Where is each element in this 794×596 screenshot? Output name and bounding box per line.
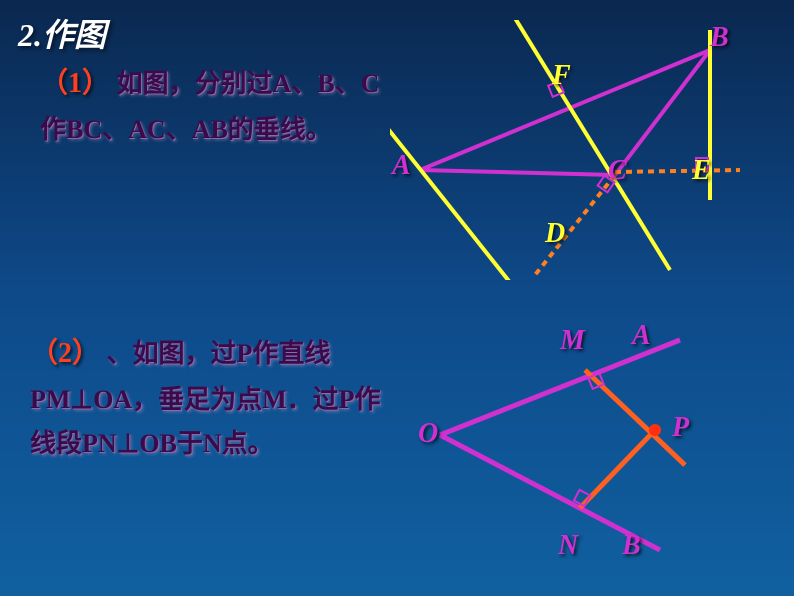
- label-m: M: [560, 325, 585, 357]
- perp-through-a: [390, 125, 520, 280]
- problem-1-text: （1） 如图，分别过A、B、C作BC、AC、AB的垂线。: [40, 60, 400, 152]
- diagram-1-svg: [390, 20, 770, 280]
- diagram-1: A B C D E F: [390, 20, 770, 280]
- diagram-2-svg: [400, 320, 760, 580]
- label-c: C: [608, 155, 627, 187]
- label-p: P: [672, 412, 689, 444]
- label-a2: A: [632, 320, 651, 352]
- label-o: O: [418, 418, 438, 450]
- label-d: D: [545, 218, 565, 250]
- problem-2-text: （2） 、如图，过P作直线PM⊥OA，垂足为点M．过P作线段PN⊥OB于N点。: [30, 330, 390, 466]
- page-title: 2.作图: [18, 10, 106, 56]
- perp-through-c: [510, 20, 670, 270]
- label-b: B: [710, 22, 729, 54]
- label-f: F: [552, 60, 571, 92]
- label-b2: B: [622, 530, 641, 562]
- diagram-2: O A B P M N: [400, 320, 760, 580]
- label-a: A: [392, 150, 411, 182]
- line-ca: [420, 170, 615, 175]
- dashed-ce: [615, 170, 740, 172]
- line-pn: [580, 430, 655, 508]
- problem-1-number: （1）: [40, 68, 110, 99]
- point-p: [649, 424, 661, 436]
- label-e: E: [692, 155, 711, 187]
- problem-2-number: （2）: [30, 338, 100, 369]
- label-n: N: [558, 530, 578, 562]
